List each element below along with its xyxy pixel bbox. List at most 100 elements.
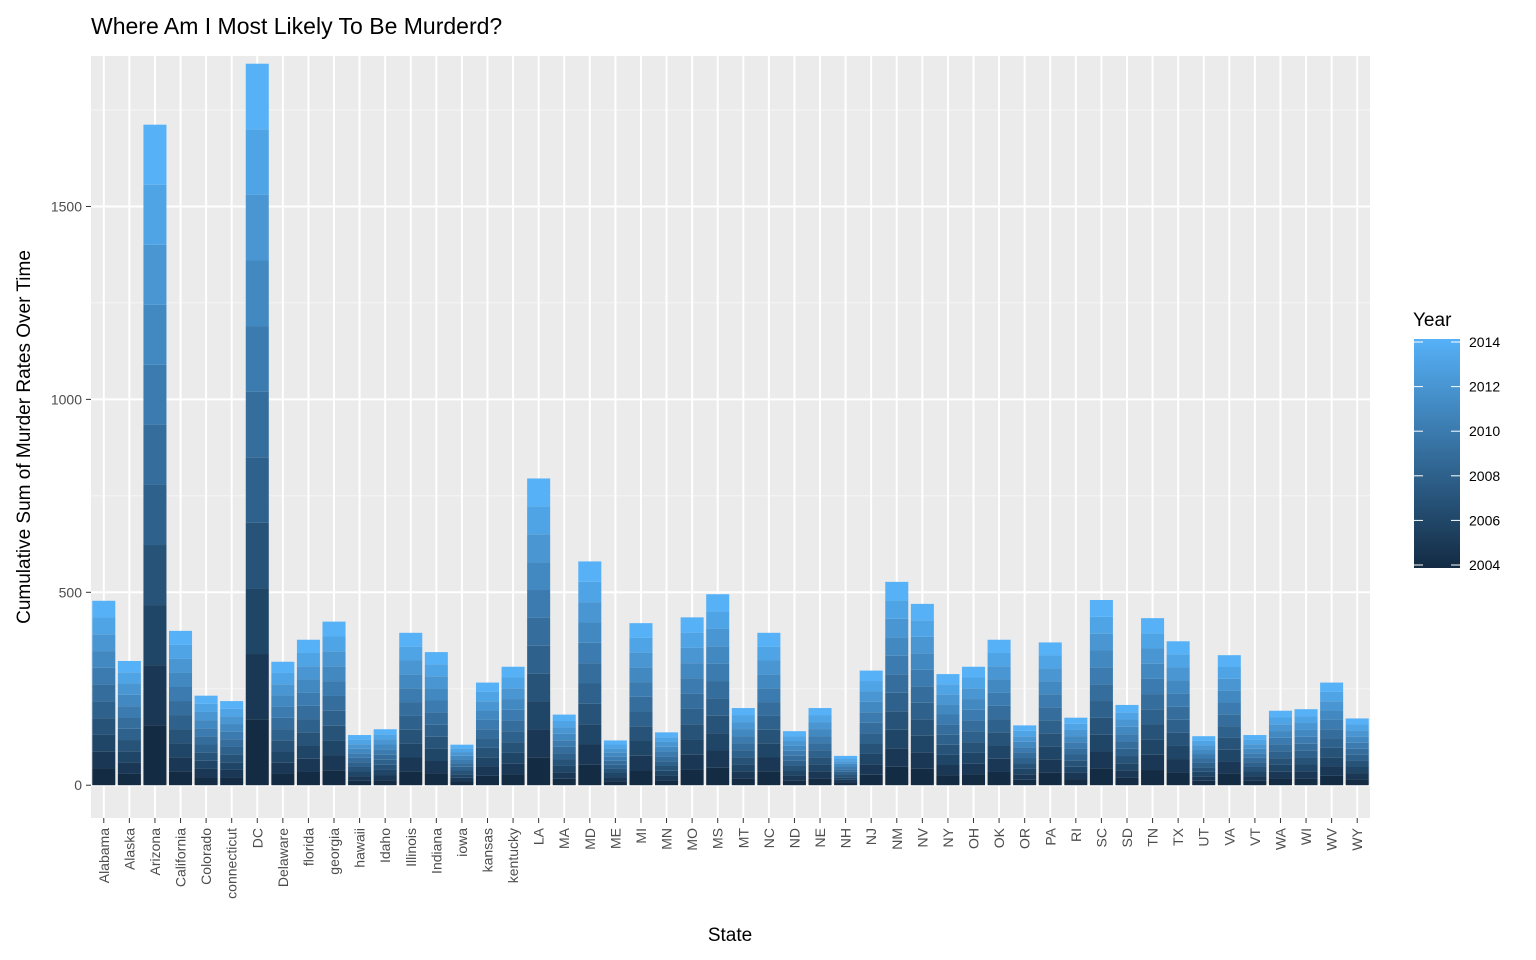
bar-segment [296, 692, 320, 706]
bar-segment [936, 754, 960, 766]
bar-segment [552, 740, 576, 747]
bar-segment [834, 758, 858, 762]
bar-segment [1089, 701, 1113, 718]
bar-segment [271, 706, 295, 718]
bar-segment [1089, 751, 1113, 769]
bar-segment [1038, 642, 1062, 656]
bar-segment [987, 705, 1011, 720]
bar-segment [629, 667, 653, 683]
bar-segment [1345, 779, 1369, 786]
bar-segment [296, 666, 320, 680]
bar-segment [1192, 758, 1216, 763]
bar-segment [501, 677, 525, 689]
bar-segment [322, 770, 346, 786]
bar-segment [117, 683, 141, 695]
bar-segment [322, 651, 346, 667]
bar-segment [475, 729, 500, 739]
bar-segment [552, 721, 576, 728]
bar-segment [399, 646, 423, 661]
bar-segment [1013, 763, 1037, 769]
bar-segment [1064, 760, 1088, 767]
bar-segment [92, 651, 116, 668]
bar-segment [399, 702, 423, 716]
bar-segment [399, 688, 423, 703]
x-tick-label: OH [966, 828, 982, 849]
x-tick-label: MA [556, 827, 572, 849]
bar-segment [834, 777, 858, 780]
bar-segment [859, 774, 883, 786]
bar-segment [527, 562, 551, 591]
bar-segment [1294, 771, 1318, 779]
bar-segment [1243, 748, 1267, 754]
bar-segment [271, 751, 295, 763]
bar-segment [399, 771, 423, 786]
bar-segment [578, 642, 602, 664]
bar-segment [1115, 734, 1139, 742]
legend-label: 2012 [1469, 379, 1500, 395]
bar-segment [655, 732, 679, 738]
bar-segment [1064, 754, 1088, 761]
bar-segment [731, 778, 755, 786]
bar-segment [961, 752, 986, 764]
bar-segment [655, 761, 679, 766]
bar-segment [143, 364, 167, 425]
bar-segment [92, 684, 116, 702]
bar-segment [859, 733, 883, 744]
bar-segment [936, 694, 960, 705]
bar-segment [961, 688, 986, 700]
bar-segment [782, 750, 806, 756]
bar-segment [1089, 633, 1113, 651]
bar-segment [424, 652, 448, 665]
bar-segment [348, 735, 372, 740]
bar-segment [1038, 655, 1062, 669]
bar-segment [757, 646, 781, 661]
bar-segment [1294, 709, 1318, 717]
bar-segment [373, 739, 397, 745]
bar [1243, 735, 1267, 786]
bar-segment [961, 666, 986, 678]
bar-segment [450, 766, 474, 771]
bar-segment [322, 666, 346, 682]
legend-label: 2004 [1469, 557, 1500, 573]
bar-segment [143, 124, 167, 185]
bar-segment [859, 670, 883, 682]
bar [782, 731, 806, 786]
bar-segment [1345, 730, 1369, 737]
bar [910, 603, 934, 786]
bar-segment [527, 506, 551, 535]
x-axis-title: State [708, 925, 752, 946]
bar-segment [1141, 770, 1165, 786]
bar-segment [961, 742, 986, 753]
bar-segment [808, 722, 832, 730]
x-tick-label: Alaska [121, 828, 137, 870]
bar-segment [731, 715, 755, 723]
bar-segment [655, 756, 679, 762]
x-tick-label: WI [1298, 828, 1314, 845]
bar-segment [92, 751, 116, 769]
bar [1064, 717, 1088, 786]
bar [373, 729, 397, 786]
bar-segment [655, 775, 679, 781]
bar-segment [680, 708, 704, 725]
y-axis-title: Cumulative Sum of Murder Rates Over Time [14, 250, 35, 624]
bar-segment [399, 632, 423, 647]
bar-segment [245, 129, 269, 195]
bar-segment [655, 737, 679, 742]
bar-segment [859, 764, 883, 775]
bar-segment [1192, 749, 1216, 755]
bar-segment [169, 701, 193, 716]
bar-segment [1192, 776, 1216, 781]
bar-segment [194, 744, 218, 753]
bar-segment [296, 758, 320, 772]
bar-segment [731, 729, 755, 737]
bar [92, 600, 116, 786]
bar [757, 632, 781, 786]
bar [424, 652, 448, 786]
bar-segment [629, 652, 653, 668]
bar-segment [936, 765, 960, 776]
bar-segment [169, 771, 193, 786]
bar-segment [271, 661, 295, 673]
bar-segment [424, 712, 448, 725]
legend-label: 2008 [1469, 468, 1500, 484]
y-tick-label: 1500 [51, 198, 82, 214]
